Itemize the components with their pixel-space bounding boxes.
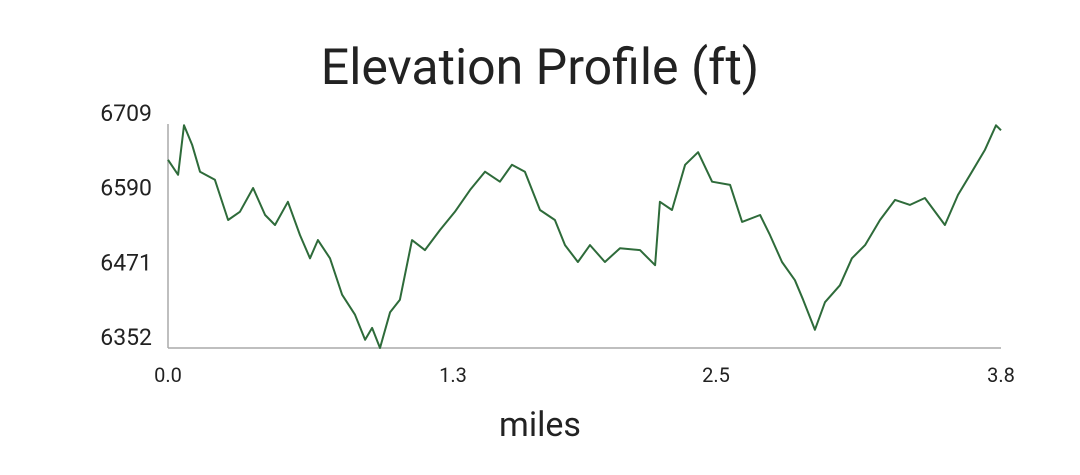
x-tick-label: 1.3 — [439, 363, 467, 387]
y-tick-label: 6471 — [100, 249, 152, 276]
x-tick-label: 0.0 — [154, 363, 182, 387]
x-tick-label: 3.8 — [987, 363, 1015, 387]
x-tick-label: 2.5 — [702, 363, 730, 387]
elevation-line — [167, 124, 1002, 349]
y-tick-label: 6352 — [100, 324, 152, 351]
y-tick-label: 6590 — [100, 175, 152, 202]
y-tick-label: 6709 — [100, 100, 152, 127]
chart-title: Elevation Profile (ft) — [321, 39, 759, 97]
x-axis-label: miles — [499, 405, 581, 445]
